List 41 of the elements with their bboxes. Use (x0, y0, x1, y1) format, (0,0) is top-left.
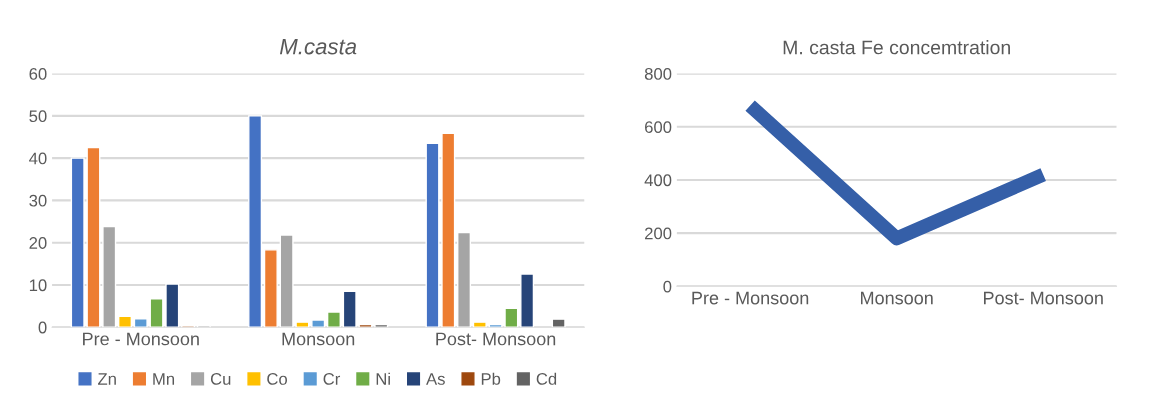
bar (117, 315, 133, 328)
bar (326, 311, 341, 328)
chart-title: M.casta (279, 38, 357, 55)
legend-label: Co (267, 373, 288, 385)
x-tick-label: Post- Monsoon (984, 291, 1103, 305)
bar (551, 318, 566, 328)
bar (102, 225, 117, 328)
y-tick-label: 50 (29, 110, 47, 123)
chart-title: M. casta Fe concemtration (783, 40, 1010, 55)
legend-label: Zn (98, 373, 116, 385)
bar (472, 321, 487, 328)
legend-label: Pb (481, 372, 501, 385)
y-tick-label: 400 (644, 174, 672, 187)
y-tick-label: 30 (29, 194, 47, 207)
legend-label: Mn (153, 373, 175, 385)
y-tick-label: 40 (29, 152, 47, 165)
y-tick-label: 20 (29, 237, 47, 249)
y-tick-label: 200 (645, 227, 672, 240)
y-tick-label: 800 (644, 68, 672, 80)
bar (133, 318, 148, 328)
bar (263, 249, 278, 328)
x-tick-label: Monsoon (861, 291, 933, 305)
x-tick-label: Monsoon (282, 332, 355, 346)
bar (374, 323, 389, 328)
bar (457, 231, 472, 328)
bar (311, 319, 326, 328)
x-tick-label: Post- Monsoon (436, 332, 556, 346)
legend-label: Cd (536, 372, 557, 385)
y-tick-label: 60 (29, 68, 47, 80)
bar (248, 115, 263, 328)
y-tick-label: 0 (38, 321, 47, 334)
y-tick-label: 0 (663, 280, 672, 293)
x-tick-label: Pre - Monsoon (83, 332, 199, 346)
y-tick-label: 600 (645, 121, 672, 133)
legend-label: Cu (210, 373, 231, 385)
y-tick-label: 10 (29, 279, 47, 292)
legend-label: As (426, 373, 445, 385)
legend-label: Ni (376, 372, 390, 385)
bar (520, 273, 535, 328)
legend-label: Cr (323, 373, 341, 385)
x-tick-label: Pre - Monsoon (692, 291, 809, 305)
